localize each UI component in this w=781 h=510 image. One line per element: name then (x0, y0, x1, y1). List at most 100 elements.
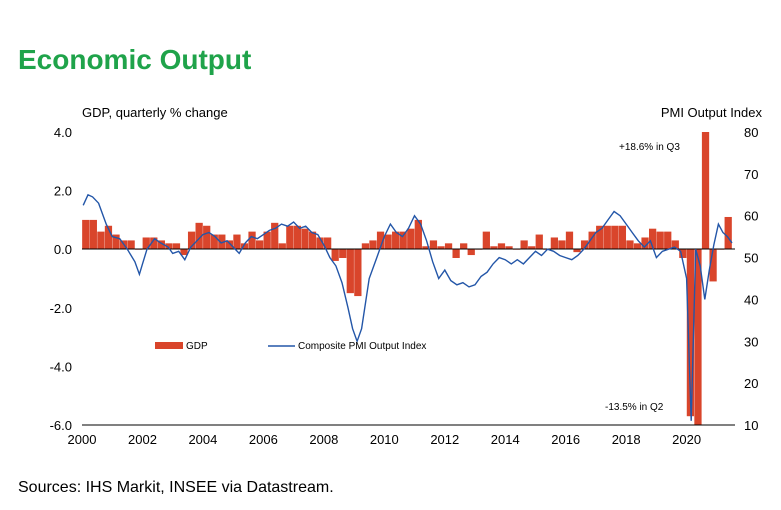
gdp-bar (392, 231, 400, 250)
right-tick-label: 10 (744, 418, 758, 433)
left-axis-ticks: 4.0 2.0 0.0 -2.0 -4.0 -6.0 (50, 125, 72, 433)
right-axis-ticks: 80 70 60 50 40 30 20 10 (744, 125, 758, 433)
gdp-bar (580, 240, 589, 250)
gdp-bar (187, 231, 196, 250)
gdp-bar (618, 225, 627, 250)
gdp-bar (550, 237, 558, 250)
gdp-bar (724, 216, 732, 250)
x-tick-label: 2000 (68, 432, 97, 447)
gdp-bar (565, 231, 574, 250)
gdp-bar (709, 249, 717, 282)
x-tick-label: 2004 (188, 432, 217, 447)
gdp-bar (482, 231, 490, 250)
gdp-bar (97, 231, 105, 250)
gdp-bar (233, 234, 241, 250)
gdp-bar (369, 240, 377, 250)
left-tick-label: -4.0 (50, 359, 72, 374)
gdp-bar (157, 240, 165, 250)
gdp-bar (316, 237, 324, 250)
gdp-bar (686, 249, 695, 417)
gdp-bar (490, 246, 498, 250)
gdp-bar (429, 240, 438, 250)
right-tick-label: 50 (744, 251, 758, 266)
gdp-bar (656, 231, 664, 250)
left-tick-label: -6.0 (50, 418, 72, 433)
right-tick-label: 20 (744, 376, 758, 391)
x-tick-label: 2012 (430, 432, 459, 447)
gdp-bar (324, 237, 332, 250)
gdp-bar (399, 231, 407, 250)
gdp-bar (308, 231, 317, 250)
gdp-bar (82, 219, 90, 250)
gdp-bar (596, 225, 604, 250)
left-axis-label: GDP, quarterly % change (82, 105, 228, 120)
left-tick-label: 2.0 (54, 184, 72, 199)
gdp-bar (611, 225, 619, 250)
gdp-bar (460, 243, 468, 250)
right-tick-label: 80 (744, 125, 758, 140)
source-note: Sources: IHS Markit, INSEE via Datastrea… (18, 479, 334, 496)
gdp-bar (414, 219, 422, 250)
right-tick-label: 40 (744, 292, 758, 307)
gdp-bar (210, 234, 218, 250)
gdp-bar (701, 132, 710, 250)
gdp-bar (112, 234, 120, 250)
gdp-bar (293, 225, 302, 250)
gdp-bar (626, 240, 634, 250)
left-tick-label: 4.0 (54, 125, 72, 140)
gdp-bar (437, 246, 445, 250)
legend-gdp-label: GDP (186, 341, 208, 352)
x-tick-label: 2008 (309, 432, 338, 447)
gdp-bar (497, 243, 506, 250)
x-tick-label: 2020 (672, 432, 701, 447)
gdp-bar (664, 231, 672, 250)
gdp-bar (104, 225, 113, 250)
gdp-bar (535, 234, 543, 250)
gdp-bar (225, 240, 234, 250)
legend-gdp-swatch (155, 342, 183, 349)
gdp-bar (89, 219, 97, 250)
gdp-bar (331, 249, 339, 261)
page-title: Economic Output (18, 44, 252, 75)
left-tick-label: 0.0 (54, 242, 72, 257)
gdp-bar (218, 234, 226, 250)
gdp-bar (648, 228, 657, 250)
annotation-q2: -13.5% in Q2 (605, 402, 664, 413)
x-tick-label: 2014 (491, 432, 520, 447)
gdp-bar (444, 243, 453, 250)
x-tick-label: 2006 (249, 432, 278, 447)
gdp-bar (467, 249, 475, 256)
gdp-bar (376, 231, 385, 250)
gdp-bar (286, 225, 294, 250)
gdp-bar (150, 237, 158, 250)
gdp-bar (679, 249, 687, 258)
gdp-bar (422, 246, 430, 250)
gdp-bar (528, 246, 536, 250)
gdp-bar (588, 231, 596, 250)
x-axis-ticks: 2000 2002 2004 2006 2008 2010 2012 2014 2016 2018… (68, 432, 702, 447)
gdp-bar (127, 240, 135, 250)
gdp-bar (271, 222, 279, 250)
gdp-bar (671, 240, 679, 250)
chart: GDP, quarterly % change PMI Output Index… (50, 105, 763, 447)
gdp-bar (203, 225, 211, 250)
legend-pmi-label: Composite PMI Output Index (298, 341, 426, 352)
right-tick-label: 70 (744, 167, 758, 182)
gdp-bar (361, 243, 370, 250)
gdp-bar (384, 234, 392, 250)
gdp-bar (255, 240, 264, 250)
gdp-bar (520, 240, 528, 250)
gdp-bar (505, 246, 513, 250)
x-tick-label: 2018 (612, 432, 641, 447)
gdp-bar (354, 249, 362, 297)
x-tick-label: 2016 (551, 432, 580, 447)
gdp-bars (82, 132, 732, 425)
gdp-bar (180, 249, 188, 256)
gdp-bar (248, 231, 256, 250)
gdp-bar (165, 243, 173, 250)
right-axis-label: PMI Output Index (661, 105, 763, 120)
x-tick-label: 2010 (370, 432, 399, 447)
gdp-bar (346, 249, 354, 294)
gdp-bar (633, 243, 642, 250)
gdp-bar (301, 228, 309, 250)
